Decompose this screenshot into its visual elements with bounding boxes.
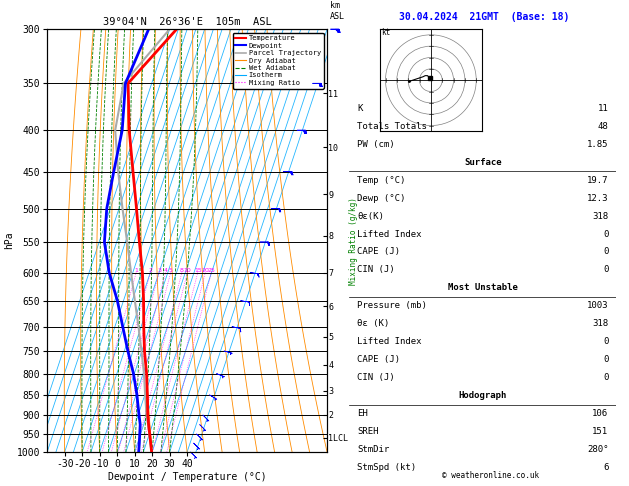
Text: Pressure (mb): Pressure (mb) bbox=[357, 301, 427, 311]
Text: km
ASL: km ASL bbox=[330, 1, 345, 21]
Legend: Temperature, Dewpoint, Parcel Trajectory, Dry Adiabat, Wet Adiabat, Isotherm, Mi: Temperature, Dewpoint, Parcel Trajectory… bbox=[233, 33, 323, 88]
Text: 8: 8 bbox=[180, 268, 184, 273]
Text: StmDir: StmDir bbox=[357, 445, 389, 454]
Text: 30.04.2024  21GMT  (Base: 18): 30.04.2024 21GMT (Base: 18) bbox=[399, 12, 569, 22]
Text: 2: 2 bbox=[148, 268, 152, 273]
Text: EH: EH bbox=[357, 409, 368, 418]
Text: 0: 0 bbox=[603, 373, 608, 382]
Text: 1: 1 bbox=[134, 268, 138, 273]
Text: 151: 151 bbox=[593, 427, 608, 436]
Text: 10: 10 bbox=[184, 268, 191, 273]
Text: 5: 5 bbox=[169, 268, 172, 273]
Text: 0: 0 bbox=[603, 247, 608, 257]
X-axis label: Dewpoint / Temperature (°C): Dewpoint / Temperature (°C) bbox=[108, 472, 267, 482]
Text: 20: 20 bbox=[201, 268, 209, 273]
Text: Hodograph: Hodograph bbox=[459, 391, 507, 400]
Text: Temp (°C): Temp (°C) bbox=[357, 175, 406, 185]
Text: Totals Totals: Totals Totals bbox=[357, 122, 427, 131]
Text: Surface: Surface bbox=[464, 157, 501, 167]
Text: 106: 106 bbox=[593, 409, 608, 418]
Text: 25: 25 bbox=[208, 268, 215, 273]
Text: 6: 6 bbox=[603, 463, 608, 472]
Text: 280°: 280° bbox=[587, 445, 608, 454]
Text: CAPE (J): CAPE (J) bbox=[357, 355, 400, 364]
Y-axis label: hPa: hPa bbox=[4, 232, 14, 249]
Text: 318: 318 bbox=[593, 319, 608, 329]
Text: © weatheronline.co.uk: © weatheronline.co.uk bbox=[442, 471, 539, 480]
Text: 0: 0 bbox=[603, 229, 608, 239]
Text: StmSpd (kt): StmSpd (kt) bbox=[357, 463, 416, 472]
Text: 0: 0 bbox=[603, 265, 608, 275]
Title: 39°04'N  26°36'E  105m  ASL: 39°04'N 26°36'E 105m ASL bbox=[103, 17, 272, 27]
Text: 0: 0 bbox=[603, 355, 608, 364]
Text: CIN (J): CIN (J) bbox=[357, 265, 395, 275]
Text: 3: 3 bbox=[157, 268, 161, 273]
Text: 48: 48 bbox=[598, 122, 608, 131]
Text: Dewp (°C): Dewp (°C) bbox=[357, 193, 406, 203]
Text: 318: 318 bbox=[593, 211, 608, 221]
Text: θε(K): θε(K) bbox=[357, 211, 384, 221]
Text: SREH: SREH bbox=[357, 427, 379, 436]
Text: 1.85: 1.85 bbox=[587, 139, 608, 149]
Text: 11: 11 bbox=[598, 104, 608, 113]
Text: 19.7: 19.7 bbox=[587, 175, 608, 185]
Text: K: K bbox=[357, 104, 362, 113]
Text: 4: 4 bbox=[164, 268, 167, 273]
Text: Most Unstable: Most Unstable bbox=[448, 283, 518, 293]
Text: 1003: 1003 bbox=[587, 301, 608, 311]
Text: PW (cm): PW (cm) bbox=[357, 139, 395, 149]
Text: 0: 0 bbox=[603, 337, 608, 347]
Text: kt: kt bbox=[381, 28, 390, 37]
Text: Lifted Index: Lifted Index bbox=[357, 337, 421, 347]
Text: CIN (J): CIN (J) bbox=[357, 373, 395, 382]
Text: 15: 15 bbox=[194, 268, 202, 273]
Text: Mixing Ratio (g/kg): Mixing Ratio (g/kg) bbox=[350, 197, 359, 284]
Text: 12.3: 12.3 bbox=[587, 193, 608, 203]
Text: CAPE (J): CAPE (J) bbox=[357, 247, 400, 257]
Text: Lifted Index: Lifted Index bbox=[357, 229, 421, 239]
Text: θε (K): θε (K) bbox=[357, 319, 389, 329]
